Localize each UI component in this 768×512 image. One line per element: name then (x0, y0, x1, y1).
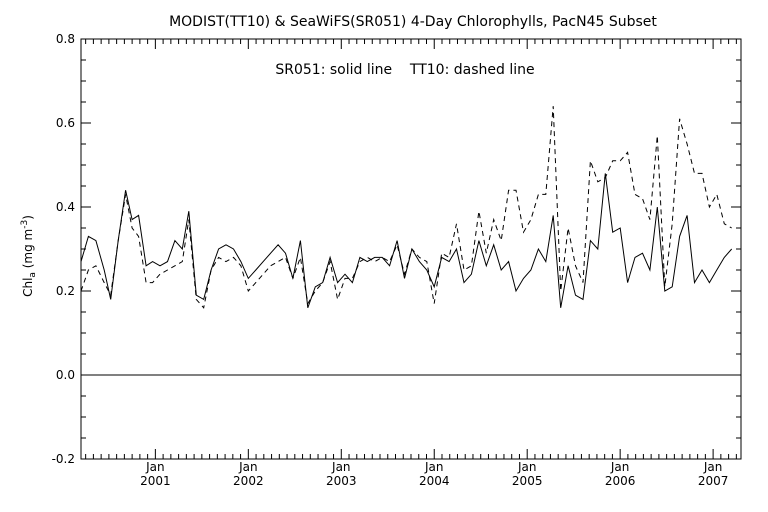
x-tick-month-label: Jan (517, 460, 537, 474)
x-tick-year-label: 2007 (698, 474, 729, 488)
y-axis-label-sub: a (28, 272, 38, 278)
x-tick-year-label: 2003 (326, 474, 357, 488)
x-tick-month-label: Jan (703, 460, 723, 474)
x-tick-month-label: Jan (610, 460, 630, 474)
y-tick-label: 0.2 (56, 284, 75, 298)
x-tick-year-label: 2004 (419, 474, 450, 488)
x-tick-month-label: Jan (238, 460, 258, 474)
series-line-sr051 (80, 173, 733, 308)
y-axis-label-main: Chl (21, 278, 35, 297)
x-tick-month-label: Jan (331, 460, 351, 474)
x-tick-year-label: 2005 (512, 474, 543, 488)
y-axis-label-unit: (mg m (21, 229, 35, 272)
y-tick-label: 0.6 (56, 116, 75, 130)
y-tick-label: 0.0 (56, 368, 75, 382)
y-tick-label: 0.4 (56, 200, 75, 214)
x-tick-year-label: 2001 (140, 474, 171, 488)
y-tick-label: -0.2 (52, 452, 75, 466)
x-tick-month-label: Jan (145, 460, 165, 474)
x-tick-year-label: 2006 (605, 474, 636, 488)
series-line-tt10 (80, 106, 732, 309)
axes-layer: -0.20.00.20.40.60.8Jan2001Jan2002Jan2003… (52, 32, 741, 488)
chart-annotation: SR051: solid line TT10: dashed line (275, 62, 534, 78)
chart-title: MODIST(TT10) & SeaWiFS(SR051) 4-Day Chlo… (169, 14, 657, 30)
x-tick-year-label: 2002 (233, 474, 264, 488)
y-axis-label: Chla (mg m-3) (20, 215, 38, 297)
y-tick-label: 0.8 (56, 32, 75, 46)
x-tick-month-label: Jan (424, 460, 444, 474)
y-axis-label-sup: -3 (20, 220, 30, 229)
plot-frame (80, 38, 742, 460)
series-layer (80, 106, 733, 309)
y-axis-label-close: ) (21, 215, 35, 220)
